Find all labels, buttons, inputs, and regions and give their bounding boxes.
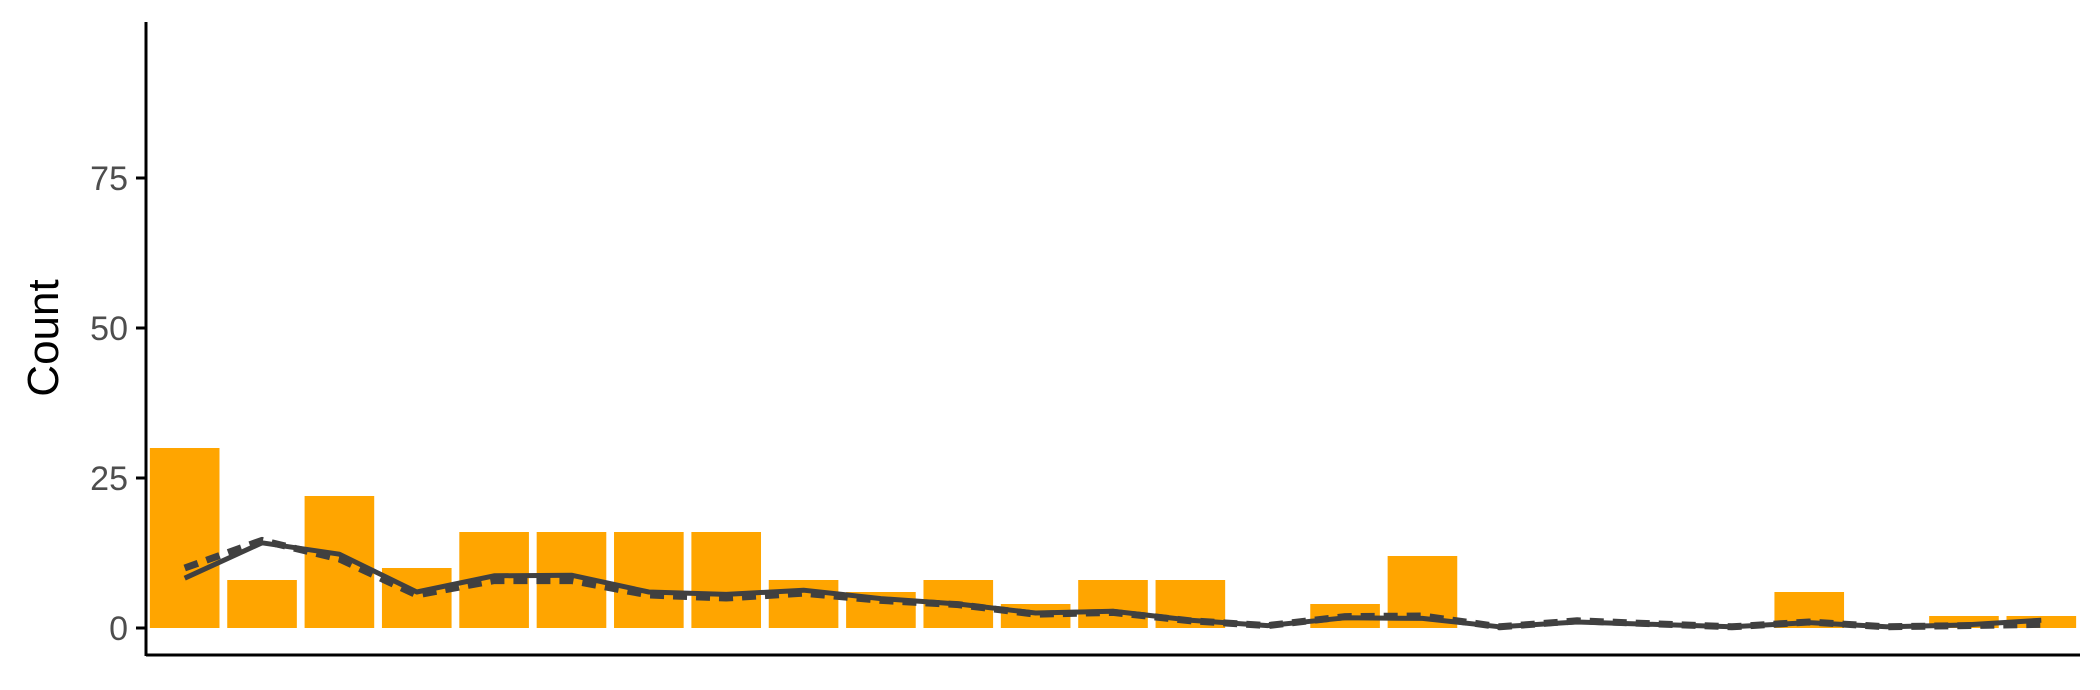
bar-4 <box>381 568 452 628</box>
bar-2 <box>227 580 297 628</box>
bar-12 <box>1000 604 1071 628</box>
bars-group <box>149 448 2077 628</box>
y-tick-label: 25 <box>90 460 128 498</box>
y-axis-title: Count <box>19 279 68 396</box>
y-ticks-group: 0 25 50 75 <box>90 160 146 648</box>
bar-8 <box>691 532 762 628</box>
bar-9 <box>768 580 839 628</box>
y-tick-label: 50 <box>90 310 128 348</box>
y-tick-label: 0 <box>109 610 128 648</box>
axes-group <box>144 22 2080 657</box>
line-dashed <box>183 536 2042 631</box>
bar-1 <box>149 448 220 628</box>
bar-13 <box>1078 580 1148 628</box>
y-tick-label: 75 <box>90 160 128 198</box>
bar-7 <box>614 532 684 628</box>
lines-group <box>183 536 2042 631</box>
